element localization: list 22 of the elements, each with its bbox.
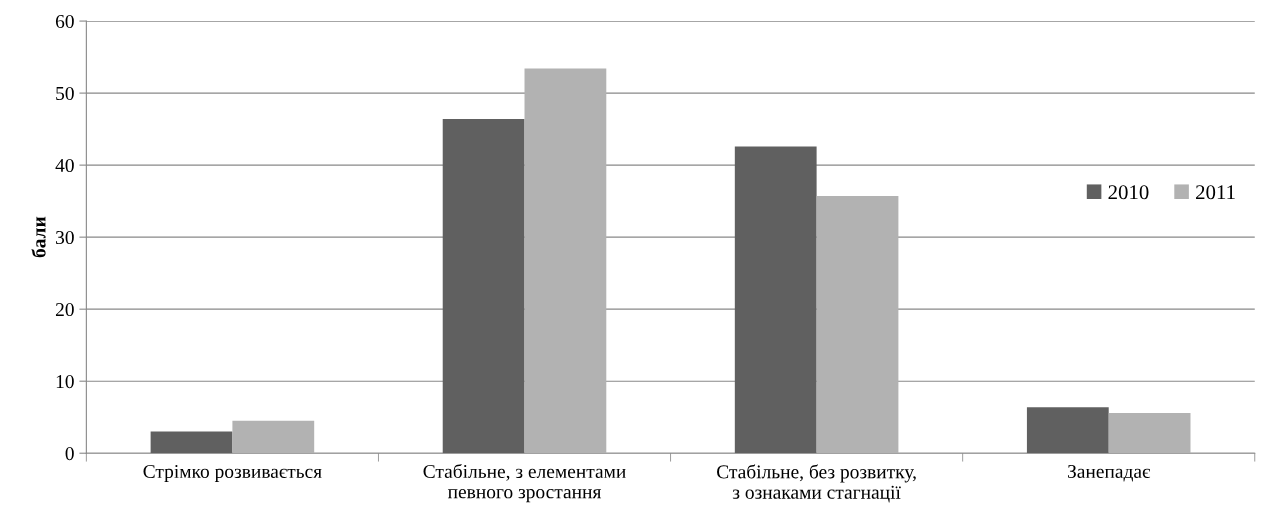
bar [1026, 407, 1109, 454]
bar [1108, 412, 1191, 454]
bar [232, 420, 315, 454]
y-tick-label: 10 [56, 375, 74, 389]
bar [150, 431, 233, 454]
bar [734, 146, 817, 454]
y-tick-label: 60 [55, 14, 74, 29]
y-tick-label: 30 [56, 230, 74, 245]
y-tick-label: 0 [65, 447, 74, 461]
x-tick-label: Стабільне, з елементами певного зростання [423, 463, 626, 503]
legend-label: 2011 [1196, 185, 1235, 200]
y-tick-label: 50 [56, 86, 74, 101]
x-tick-label: Стрімко розвивається [143, 464, 322, 482]
x-tick-label: Стабільне, без розвитку, з ознаками стагнації [717, 464, 916, 503]
legend-label: 2010 [1108, 185, 1149, 200]
bar [816, 196, 899, 454]
y-tick-label: 20 [55, 302, 74, 317]
y-tick-label: 40 [55, 158, 74, 173]
bar [524, 68, 607, 454]
x-tick-label: Занепадає [1067, 464, 1151, 482]
bar [442, 119, 525, 454]
y-axis-title: бали [31, 216, 46, 258]
